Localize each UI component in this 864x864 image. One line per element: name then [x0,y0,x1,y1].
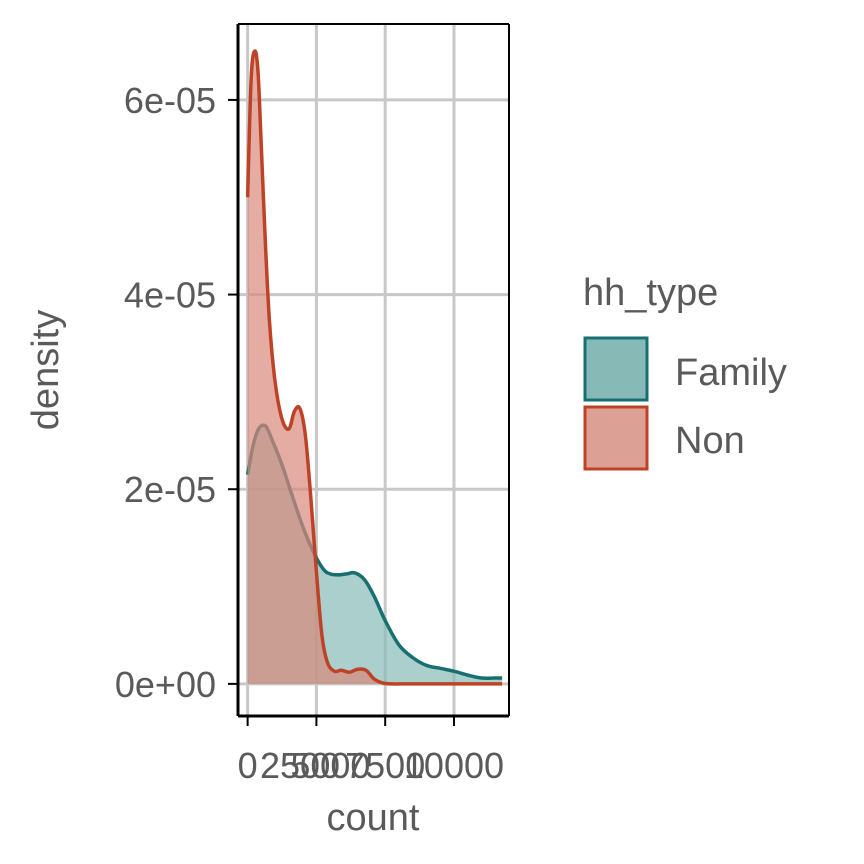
y-axis-title: density [25,310,67,430]
x-tick-label-3: 7500 [345,745,425,786]
x-axis-title: count [327,797,420,839]
axes [236,23,510,718]
y-tick-label-3: 6e-05 [124,80,216,121]
x-tick-label-2: 5000 [290,745,370,786]
y-tick-label-0: 0e+00 [115,664,216,705]
legend: hh_type Family Non [583,272,787,471]
density-area-non [247,50,503,684]
density-areas [245,49,503,686]
density-line-non [245,49,503,686]
legend-key-non [583,405,649,471]
legend-key-family [583,336,649,402]
legend-label-family: Family [675,352,787,394]
legend-label-non: Non [675,420,745,462]
x-tick-label-1: 2500 [260,745,340,786]
x-tick-label-4: 10000 [404,745,504,786]
x-tick-label-0: 0 [238,745,258,786]
y-tick-label-1: 2e-05 [124,469,216,510]
y-tick-label-2: 4e-05 [124,275,216,316]
legend-title: hh_type [583,272,718,314]
